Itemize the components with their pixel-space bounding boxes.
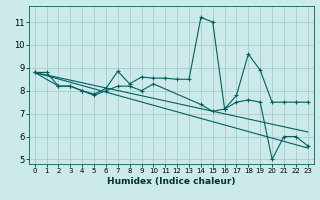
X-axis label: Humidex (Indice chaleur): Humidex (Indice chaleur) (107, 177, 236, 186)
